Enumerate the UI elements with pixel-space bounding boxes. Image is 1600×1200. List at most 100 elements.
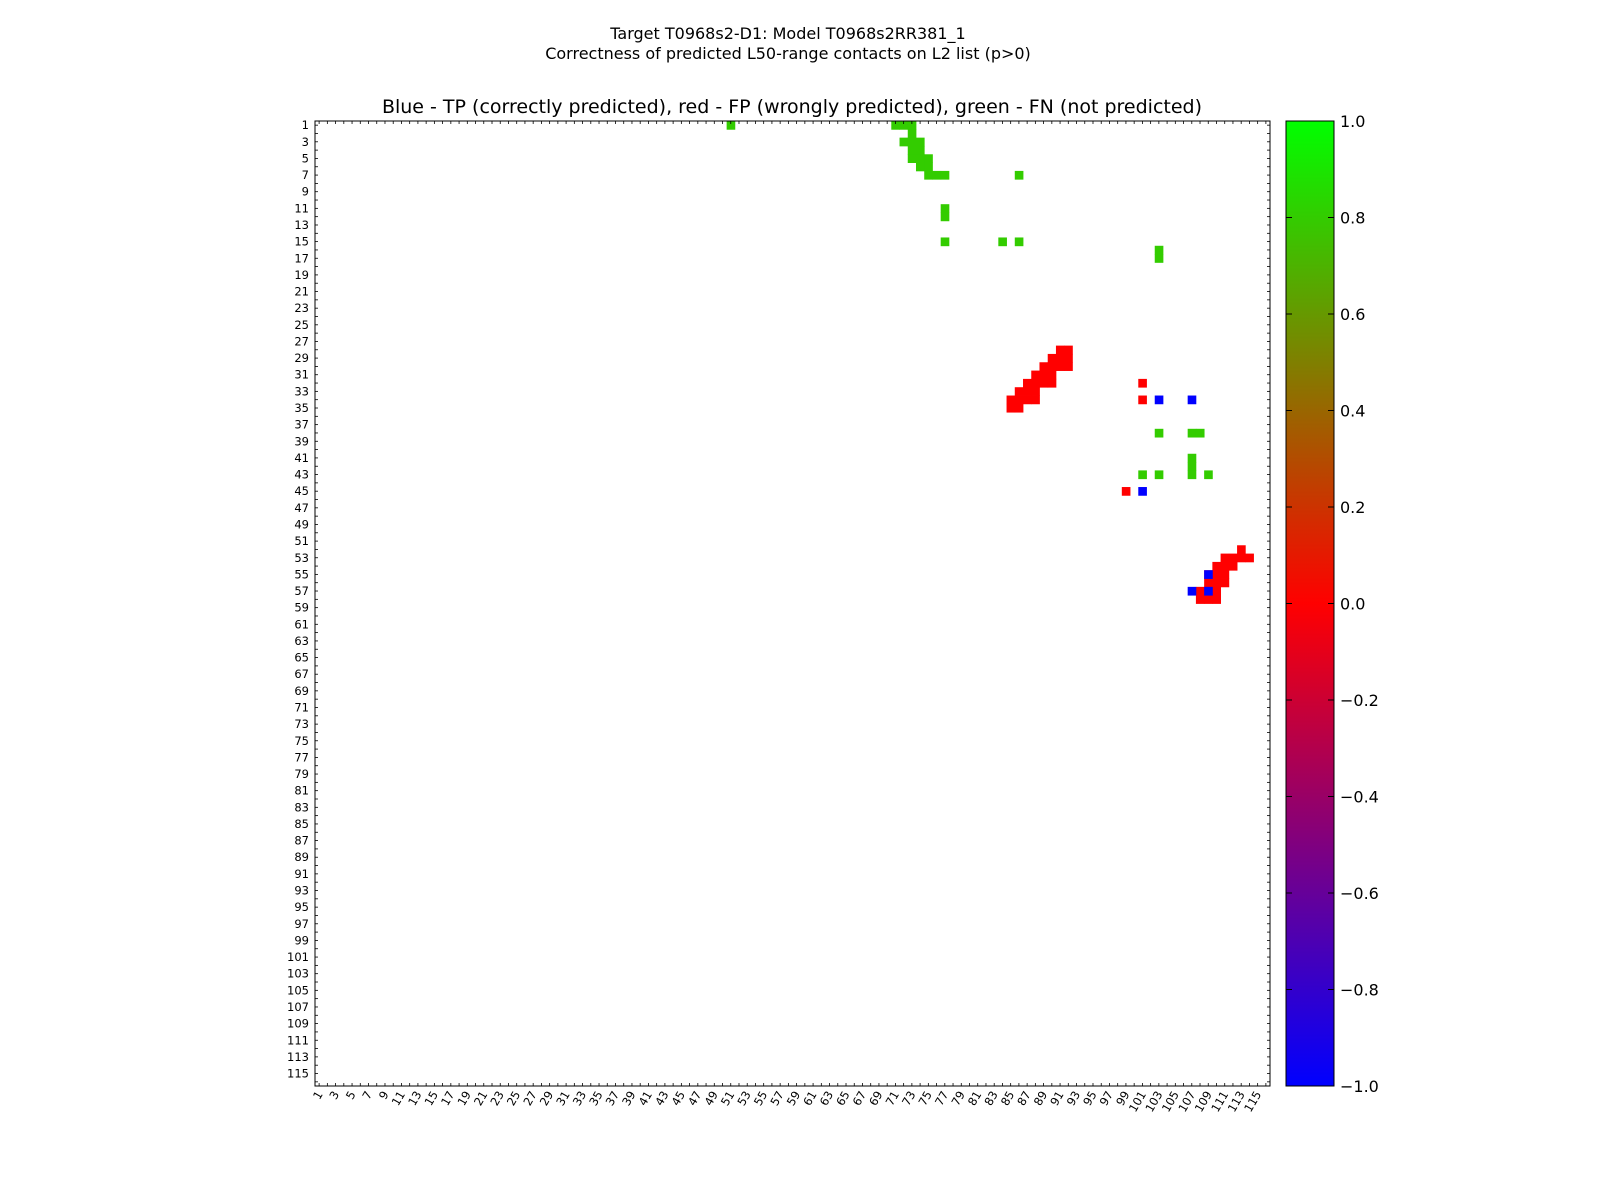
cell-fp xyxy=(1023,378,1032,388)
cell-fp xyxy=(1220,553,1230,563)
y-tick-label: 115 xyxy=(287,1067,309,1081)
cell-fn xyxy=(1154,254,1164,263)
y-tick-label: 55 xyxy=(294,567,309,581)
x-tick-label: 23 xyxy=(487,1089,506,1109)
x-tick-label: 19 xyxy=(454,1089,473,1109)
x-tick-label: 77 xyxy=(932,1089,951,1109)
y-tick-label: 21 xyxy=(294,285,309,299)
cell-tp xyxy=(1204,586,1213,596)
cell-fp xyxy=(1212,578,1221,588)
cell-fn xyxy=(932,170,942,180)
y-tick-label: 7 xyxy=(302,168,309,182)
y-tick-label: 103 xyxy=(287,967,309,981)
figure-title-line1: Target T0968s2-D1: Model T0968s2RR381_1 xyxy=(609,24,965,44)
x-tick-label: 93 xyxy=(1064,1089,1083,1109)
y-tick-label: 13 xyxy=(294,218,309,232)
cell-fp xyxy=(1204,578,1213,588)
y-tick-label: 27 xyxy=(294,334,309,348)
y-tick-label: 93 xyxy=(294,884,309,898)
x-tick-label: 59 xyxy=(784,1089,803,1109)
colorbar-tick-label: 0.2 xyxy=(1340,498,1365,517)
colorbar-tick-label: 0.0 xyxy=(1340,595,1365,614)
cell-fp xyxy=(1055,345,1065,355)
cell-fp xyxy=(1212,595,1221,604)
x-tick-label: 15 xyxy=(422,1089,441,1109)
y-tick-label: 113 xyxy=(287,1050,309,1064)
cell-fp xyxy=(1014,395,1024,405)
cell-fn xyxy=(1014,170,1024,180)
cell-fn xyxy=(1187,453,1197,463)
y-tick-label: 35 xyxy=(294,401,309,415)
y-tick-label: 15 xyxy=(294,235,309,249)
x-tick-label: 27 xyxy=(520,1089,539,1109)
x-tick-label: 43 xyxy=(652,1089,671,1109)
y-tick-label: 39 xyxy=(294,434,309,448)
x-tick-label: 71 xyxy=(883,1089,902,1109)
colorbar-tick-label: −0.2 xyxy=(1340,691,1379,710)
y-tick-label: 95 xyxy=(294,900,309,914)
y-tick-label: 31 xyxy=(294,368,309,382)
cell-fn xyxy=(940,170,950,180)
cell-fn xyxy=(915,137,925,147)
colorbar-tick-label: 0.4 xyxy=(1340,402,1365,421)
cell-fn xyxy=(915,145,925,155)
x-tick-label: 17 xyxy=(438,1089,457,1109)
y-tick-label: 57 xyxy=(294,584,309,598)
x-tick-label: 45 xyxy=(669,1089,688,1109)
x-tick-label: 65 xyxy=(833,1089,852,1109)
y-tick-label: 109 xyxy=(287,1017,309,1031)
cell-fn xyxy=(998,237,1007,247)
y-tick-label: 47 xyxy=(294,501,309,515)
cell-fp xyxy=(1014,403,1024,413)
cell-fn xyxy=(899,121,909,130)
cell-fp xyxy=(1195,595,1205,604)
cell-fp xyxy=(1064,345,1073,355)
cell-fp xyxy=(1047,353,1057,363)
cell-fp xyxy=(1039,362,1049,371)
cell-fp xyxy=(1064,362,1073,371)
cell-fp xyxy=(1220,561,1230,571)
plot-frame xyxy=(314,120,1271,1087)
cell-fp xyxy=(1047,378,1057,388)
cell-tp xyxy=(1187,586,1197,596)
x-tick-label: 79 xyxy=(948,1089,967,1109)
cell-fp xyxy=(1014,387,1024,396)
x-tick-label: 1 xyxy=(310,1089,326,1102)
x-tick-label: 29 xyxy=(537,1089,556,1109)
cell-fn xyxy=(726,121,736,130)
y-tick-label: 1 xyxy=(302,118,309,132)
x-tick-label: 3 xyxy=(326,1089,342,1102)
cell-tp xyxy=(1138,487,1147,496)
x-tick-label: 63 xyxy=(817,1089,836,1109)
cell-fn xyxy=(1187,470,1197,480)
cell-fp xyxy=(1228,561,1238,571)
y-tick-label: 23 xyxy=(294,301,309,315)
plot-area xyxy=(315,121,1270,1086)
x-tick-label: 7 xyxy=(359,1089,375,1102)
x-tick-label: 39 xyxy=(619,1089,638,1109)
y-tick-label: 101 xyxy=(287,950,309,964)
colorbar-tick-label: −0.8 xyxy=(1340,981,1379,1000)
y-tick-label: 3 xyxy=(302,135,309,149)
cell-fn xyxy=(1187,428,1197,438)
y-tick-label: 33 xyxy=(294,384,309,398)
y-tick-label: 65 xyxy=(294,651,309,665)
cell-fn xyxy=(924,170,933,180)
y-tick-label: 17 xyxy=(294,251,309,265)
colorbar-tick-label: −1.0 xyxy=(1340,1077,1379,1096)
y-tick-label: 49 xyxy=(294,517,309,531)
cell-tp xyxy=(1204,570,1213,579)
colorbar-tick-label: 0.8 xyxy=(1340,209,1365,228)
y-tick-label: 9 xyxy=(302,185,309,199)
y-tick-label: 73 xyxy=(294,717,309,731)
cell-fp xyxy=(1023,387,1032,396)
colorbar xyxy=(1285,120,1335,1087)
cell-fp xyxy=(1138,378,1147,388)
x-tick-label: 51 xyxy=(718,1089,737,1109)
cell-fp xyxy=(1212,561,1221,571)
x-tick-label: 99 xyxy=(1113,1089,1132,1109)
y-tick-label: 11 xyxy=(294,201,309,215)
y-tick-label: 61 xyxy=(294,617,309,631)
cell-fp xyxy=(1031,378,1040,388)
